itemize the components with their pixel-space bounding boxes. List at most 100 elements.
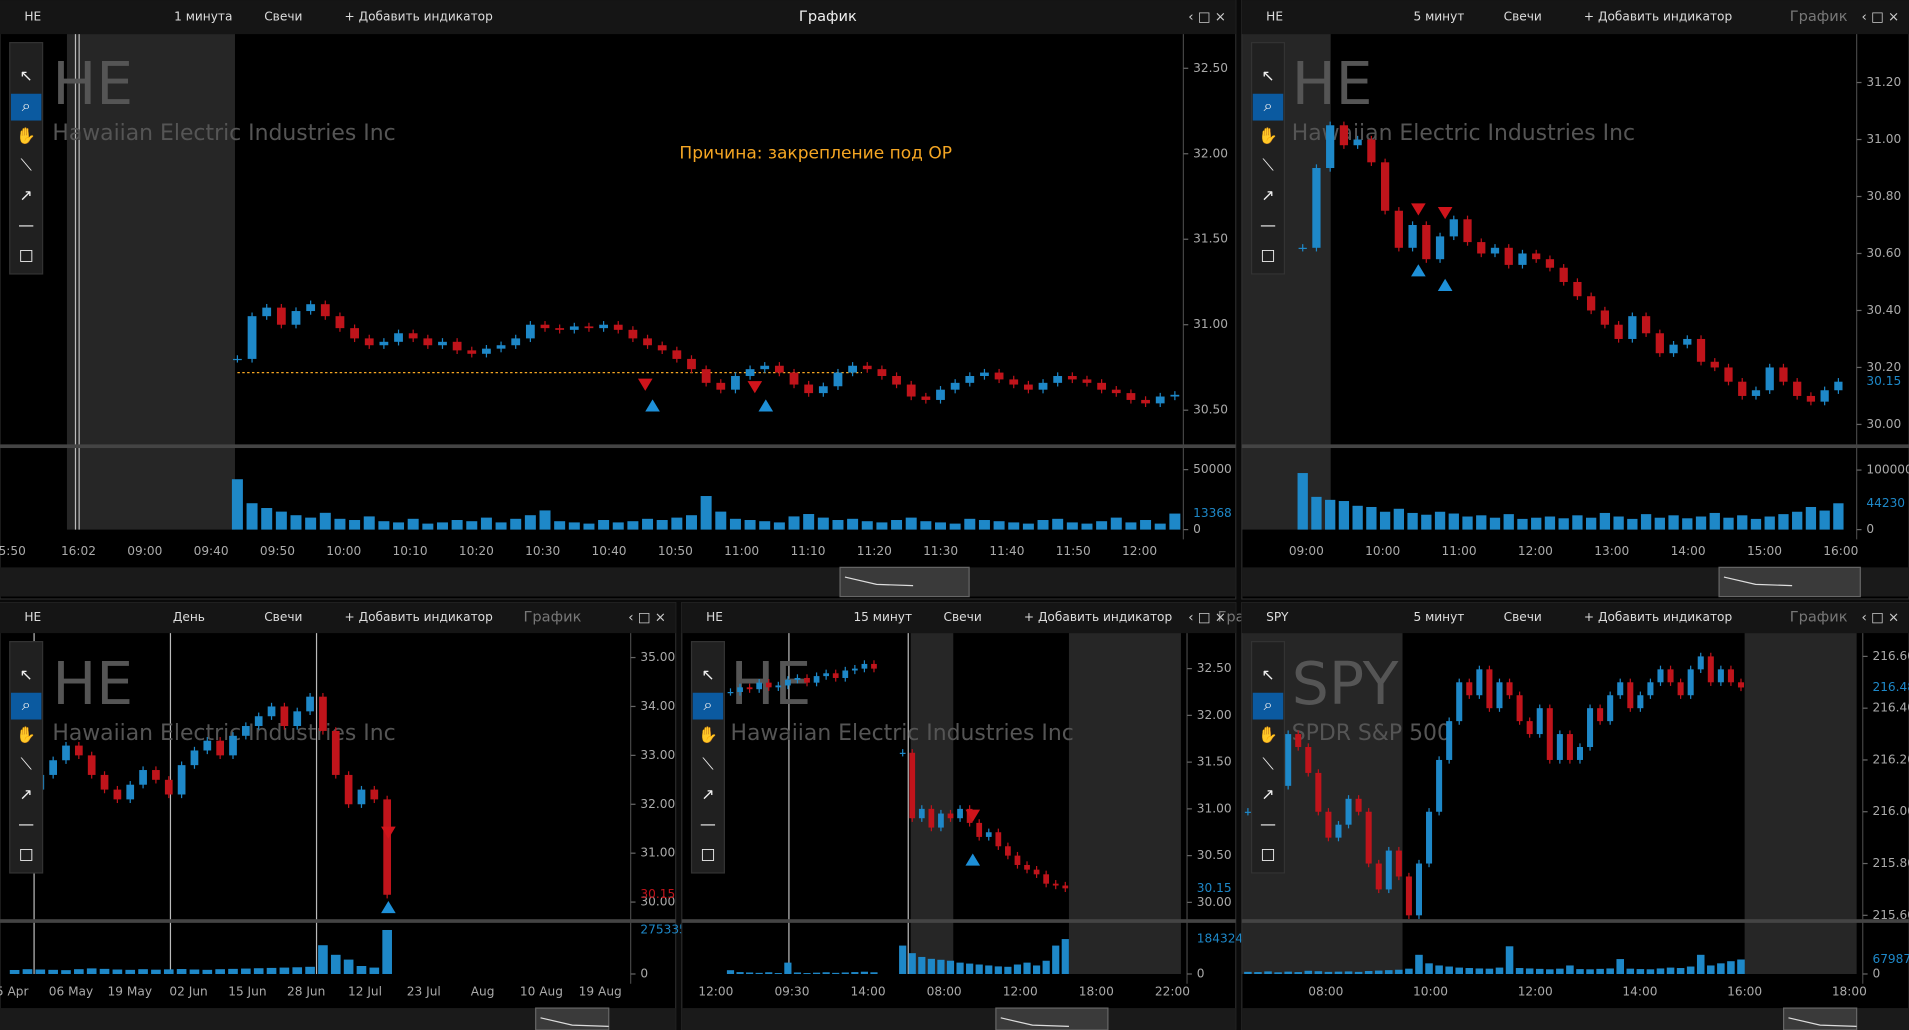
window-controls: ‹ □ ×	[1862, 610, 1900, 625]
tool-button[interactable]: ⌕	[1264, 695, 1273, 714]
chart-style[interactable]: Свечи	[1504, 10, 1542, 24]
symbol[interactable]: HE	[1266, 10, 1283, 24]
navigator[interactable]	[0, 1008, 676, 1030]
volume-bar	[1254, 972, 1262, 974]
navigator[interactable]	[681, 1008, 1236, 1030]
last-volume-label: 44230	[1866, 496, 1905, 510]
candle	[1466, 682, 1473, 696]
sell-marker	[747, 381, 763, 394]
watermark-name: Hawaiian Electric Industries Inc	[730, 721, 1073, 746]
last-price-label: 30.15	[640, 887, 675, 901]
tool-button[interactable]: ⌕	[22, 695, 31, 714]
time-label: Aug	[471, 985, 495, 999]
tool-button[interactable]: —	[700, 814, 716, 833]
tool-button[interactable]: ↖	[20, 665, 33, 684]
panel-header	[0, 0, 1236, 35]
tool-button[interactable]: ⟍	[21, 755, 33, 774]
navigator[interactable]	[1241, 1008, 1909, 1030]
volume-bar	[975, 964, 983, 974]
tool-button[interactable]: —	[18, 814, 34, 833]
volume-bar	[1405, 968, 1413, 974]
interval[interactable]: 5 минут	[1413, 10, 1464, 24]
chart-style[interactable]: Свечи	[944, 610, 982, 624]
volume-bar	[1425, 963, 1433, 974]
sell-marker	[1411, 203, 1426, 216]
interval[interactable]: 15 минут	[853, 610, 912, 624]
tool-button[interactable]: ⟍	[1262, 755, 1274, 774]
tool-button[interactable]: □	[19, 844, 34, 863]
time-label: 12:00	[1518, 985, 1553, 999]
add-indicator[interactable]: + Добавить индикатор	[1584, 610, 1733, 624]
volume-bar	[1022, 523, 1034, 530]
symbol[interactable]: HE	[24, 10, 41, 24]
price-tick-label: 30.50	[1193, 403, 1228, 417]
volume-bar	[1737, 959, 1745, 974]
tool-button[interactable]: ↗	[701, 785, 714, 804]
add-indicator[interactable]: + Добавить индикатор	[1584, 10, 1733, 24]
navigator[interactable]	[0, 567, 1236, 597]
tool-button[interactable]: —	[1260, 814, 1276, 833]
sell-marker	[965, 809, 981, 822]
candle	[909, 752, 916, 819]
tool-button[interactable]: □	[1261, 245, 1276, 264]
sell-marker	[1437, 206, 1453, 220]
tool-button[interactable]: ↖	[1261, 66, 1274, 85]
candle	[613, 324, 623, 330]
tool-button[interactable]: ✋	[698, 725, 718, 744]
tool-button[interactable]: ✋	[16, 126, 36, 145]
tool-button[interactable]: ✋	[1258, 126, 1278, 145]
symbol[interactable]: SPY	[1266, 610, 1289, 624]
tool-button[interactable]: ↗	[20, 186, 33, 205]
interval[interactable]: День	[173, 610, 205, 624]
interval[interactable]: 1 минута	[174, 10, 232, 24]
toolbar	[690, 641, 726, 874]
price-tick-label: 31.50	[1197, 755, 1232, 769]
candle	[985, 832, 992, 837]
chart-style[interactable]: Свечи	[264, 610, 302, 624]
tool-button[interactable]: □	[19, 245, 34, 264]
tool-button[interactable]: □	[1261, 844, 1276, 863]
candle	[794, 677, 801, 680]
interval[interactable]: 5 минут	[1413, 610, 1464, 624]
tool-button[interactable]: —	[1260, 215, 1276, 234]
tool-button[interactable]: ⟍	[702, 755, 714, 774]
time-label: 11:50	[1056, 544, 1091, 558]
candle	[319, 696, 327, 731]
candle	[1696, 338, 1706, 362]
tool-button[interactable]: ↗	[1261, 785, 1274, 804]
tool-button[interactable]: —	[18, 215, 34, 234]
candle	[980, 372, 989, 377]
navigator-window[interactable]	[839, 566, 970, 598]
chart-style[interactable]: Свечи	[264, 10, 302, 24]
add-indicator[interactable]: + Добавить индикатор	[345, 10, 494, 24]
tool-button[interactable]: ⟍	[1262, 156, 1274, 175]
navigator-window[interactable]	[1718, 566, 1861, 598]
tool-button[interactable]: ↖	[1261, 665, 1274, 684]
symbol[interactable]: HE	[706, 610, 723, 624]
tool-button[interactable]: ↖	[701, 665, 714, 684]
tool-button[interactable]: ↗	[20, 785, 33, 804]
tool-button[interactable]: ✋	[1258, 725, 1278, 744]
toolbar	[1250, 42, 1286, 275]
tool-button[interactable]: ⌕	[704, 695, 713, 714]
tool-button[interactable]: ⟍	[21, 156, 33, 175]
candle	[1477, 242, 1486, 254]
add-indicator[interactable]: + Добавить индикатор	[1024, 610, 1173, 624]
time-label: 06 May	[49, 985, 93, 999]
tool-button[interactable]: ⌕	[1264, 96, 1273, 115]
symbol[interactable]: HE	[24, 610, 41, 624]
tool-button[interactable]: ↗	[1261, 186, 1274, 205]
chart-style[interactable]: Свечи	[1504, 610, 1542, 624]
volume-bar	[1833, 503, 1844, 530]
pane-divider	[0, 919, 676, 923]
navigator-window[interactable]	[995, 1007, 1109, 1030]
candle	[1532, 253, 1541, 260]
volume-bar	[908, 953, 916, 974]
candle	[957, 808, 963, 819]
tool-button[interactable]: ✋	[16, 725, 36, 744]
tool-button[interactable]: ↖	[20, 66, 33, 85]
volume-bar	[870, 972, 878, 974]
tool-button[interactable]: ⌕	[22, 96, 31, 115]
add-indicator[interactable]: + Добавить индикатор	[345, 610, 494, 624]
tool-button[interactable]: □	[700, 844, 715, 863]
